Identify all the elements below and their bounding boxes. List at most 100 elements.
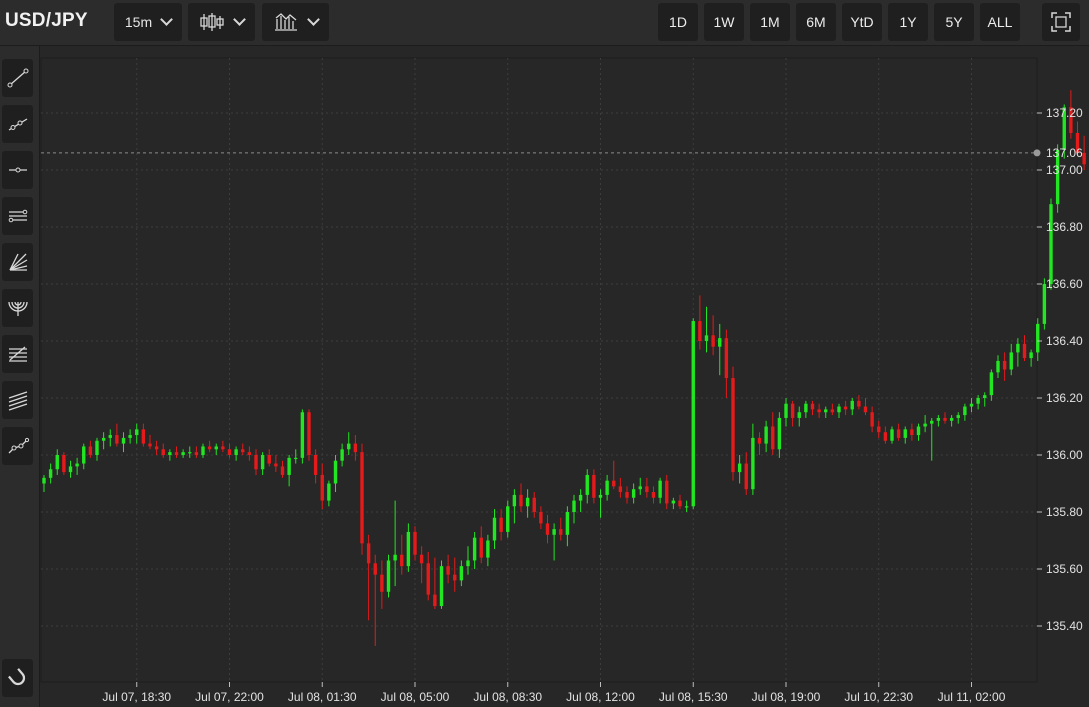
candle <box>327 480 331 507</box>
candle <box>366 534 371 621</box>
range-1m-button[interactable]: 1M <box>750 3 790 41</box>
interval-dropdown[interactable]: 15m <box>114 3 182 41</box>
candle-body <box>115 435 119 444</box>
fullscreen-button[interactable] <box>1042 3 1080 41</box>
extended-line-icon <box>8 437 29 454</box>
range-ytd-button[interactable]: YtD <box>842 3 882 41</box>
candle <box>353 435 358 461</box>
y-tick-label: 135.80 <box>1046 505 1083 519</box>
candle-body <box>843 406 848 410</box>
horizontal-line-tool[interactable] <box>2 151 33 189</box>
candle-body <box>525 497 530 507</box>
candle <box>771 412 775 455</box>
x-tick-label: Jul 08, 05:00 <box>381 690 450 704</box>
candle-body <box>353 443 358 453</box>
parallel-channel-tool[interactable] <box>2 197 33 235</box>
candle <box>612 460 616 490</box>
candle <box>75 457 79 475</box>
ray-tool[interactable] <box>2 105 33 143</box>
candle <box>618 477 623 498</box>
candle <box>724 329 729 398</box>
fan-tool[interactable] <box>2 243 33 281</box>
candle-body <box>572 500 576 512</box>
candle <box>956 412 960 424</box>
extended-line-tool[interactable] <box>2 427 33 465</box>
candle <box>148 435 152 450</box>
candle-body <box>88 446 93 455</box>
candle-body <box>638 486 642 490</box>
candle-body <box>552 529 556 535</box>
candle-body <box>850 400 854 410</box>
drawing-tools-sidebar <box>0 46 40 707</box>
y-tick-label: 136.00 <box>1046 448 1083 462</box>
candle-body <box>651 492 656 498</box>
candle <box>492 509 497 550</box>
candle-body <box>121 437 126 444</box>
arc-icon <box>7 301 28 316</box>
candle <box>936 415 941 427</box>
candle-body <box>108 435 112 438</box>
trend-line-tool[interactable] <box>2 59 33 97</box>
range-5y-button[interactable]: 5Y <box>934 3 974 41</box>
candle <box>479 526 483 564</box>
candle <box>413 526 417 561</box>
fib-extension-tool[interactable] <box>2 381 33 419</box>
candle <box>201 443 205 458</box>
range-1w-button[interactable]: 1W <box>704 3 744 41</box>
candle-body <box>512 494 517 507</box>
candle-body <box>466 560 470 567</box>
magnet-tool[interactable] <box>2 659 33 697</box>
candle-body <box>996 360 1000 373</box>
arc-tool[interactable] <box>2 289 33 327</box>
candle-body <box>499 517 503 532</box>
range-all-button[interactable]: ALL <box>980 3 1020 41</box>
candle <box>406 523 411 572</box>
candle-body <box>545 523 550 535</box>
candle <box>645 477 649 498</box>
candle-body <box>194 452 199 455</box>
candle-body <box>1009 352 1013 370</box>
candle-body <box>863 406 868 413</box>
candle-body <box>254 455 258 470</box>
candle-body <box>426 563 430 595</box>
candle <box>48 463 53 484</box>
candle <box>280 460 285 478</box>
candle-body <box>313 455 318 475</box>
candle <box>62 452 66 475</box>
candle-body <box>1049 204 1053 284</box>
candle <box>916 423 921 441</box>
plot-border <box>40 57 1038 683</box>
candle-body <box>135 429 139 436</box>
candle-body <box>930 420 934 424</box>
candle-body <box>797 412 801 418</box>
fib-retracement-tool[interactable] <box>2 335 33 373</box>
candle <box>638 477 642 495</box>
candle-body <box>188 452 192 454</box>
candle <box>592 469 596 504</box>
candle <box>598 489 603 518</box>
fib-extension-icon <box>8 391 27 411</box>
candle <box>983 392 987 407</box>
chart-type-dropdown[interactable] <box>188 3 255 41</box>
candle-body <box>903 429 907 438</box>
candle-body <box>1022 343 1027 359</box>
candle <box>784 398 788 427</box>
candle <box>903 426 907 444</box>
candle-body <box>294 457 298 460</box>
candle-body <box>413 531 417 555</box>
range-6m-button[interactable]: 6M <box>796 3 836 41</box>
range-1d-button[interactable]: 1D <box>658 3 698 41</box>
candle-body <box>492 517 497 541</box>
candle-body <box>373 563 377 575</box>
candle-body <box>684 506 689 508</box>
candle <box>294 449 298 464</box>
candle <box>810 400 815 416</box>
range-1y-button[interactable]: 1Y <box>888 3 928 41</box>
candle <box>572 494 576 524</box>
candle-body <box>1055 150 1060 205</box>
indicators-dropdown[interactable] <box>262 3 329 41</box>
candle-body <box>307 412 311 455</box>
candle <box>168 449 172 461</box>
candle-body <box>910 429 914 436</box>
